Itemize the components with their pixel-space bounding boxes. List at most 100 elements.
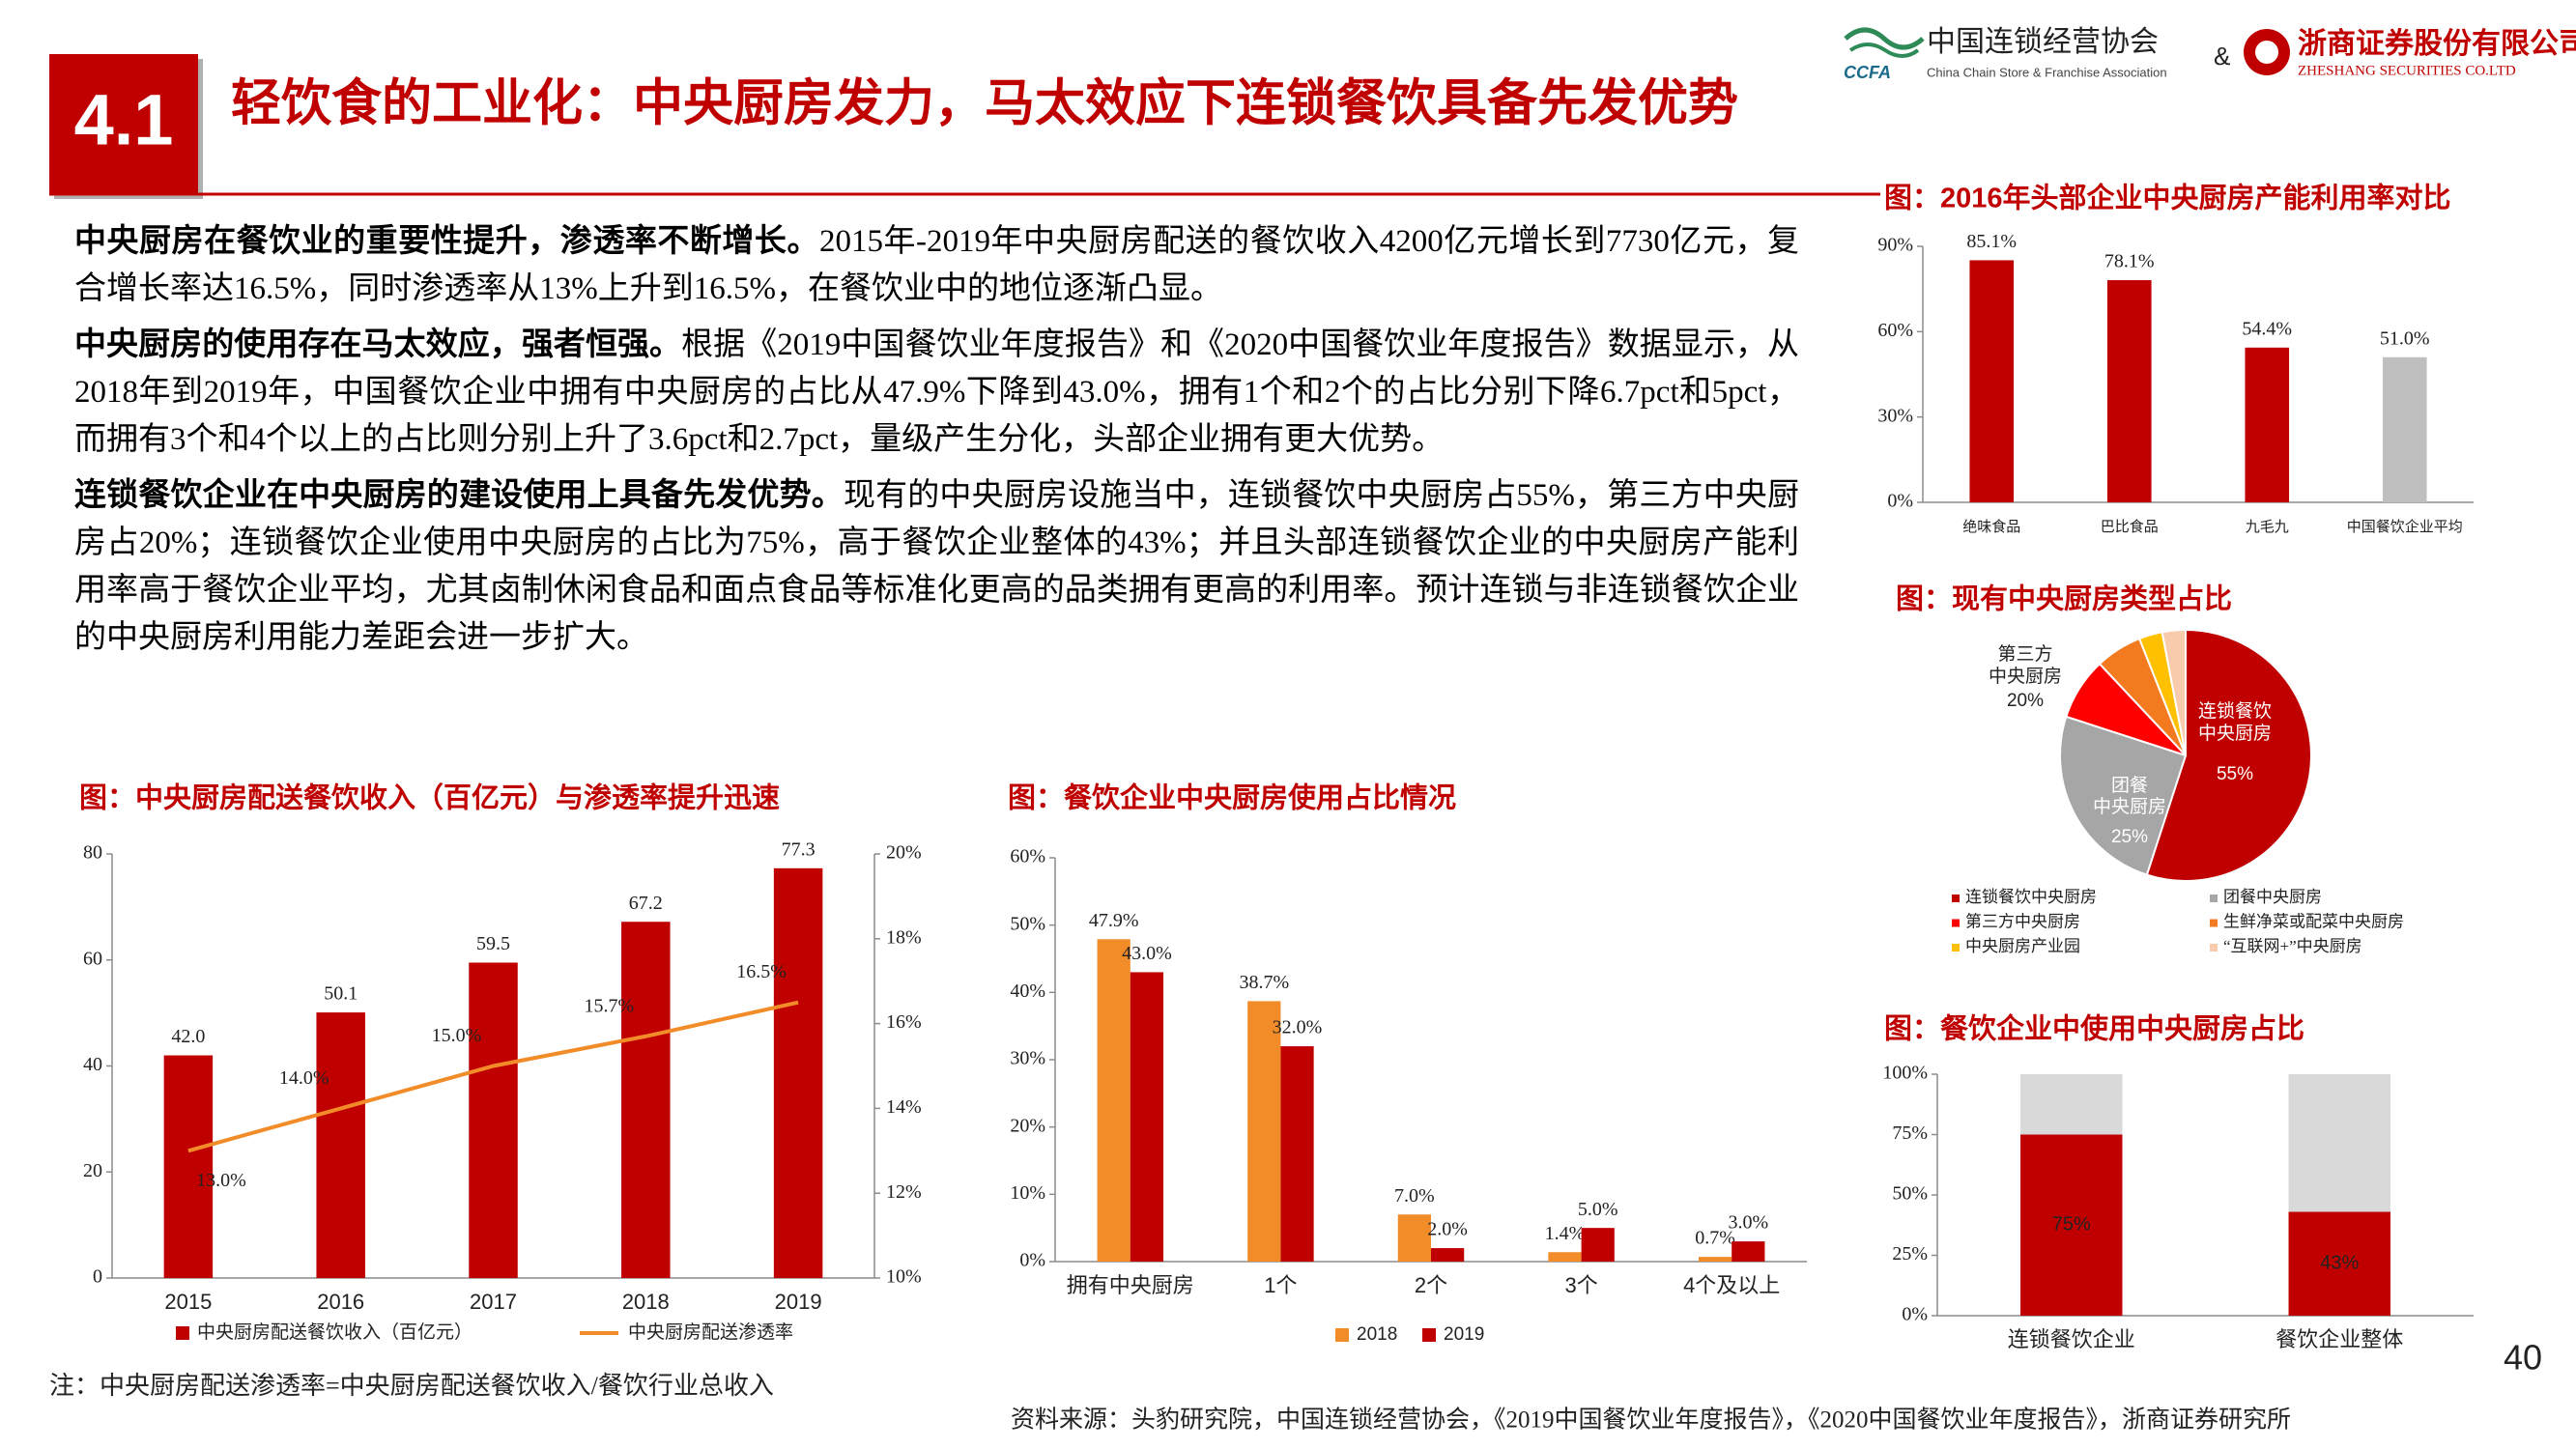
chart-title: 图：中央厨房配送餐饮收入（百亿元）与渗透率提升迅速 — [79, 781, 780, 814]
section-box — [49, 54, 198, 194]
logo-english: China Chain Store & Franchise Associatio… — [1927, 65, 2167, 79]
y-tick-label: 30% — [1877, 405, 1913, 426]
bar — [621, 922, 671, 1278]
bar — [773, 867, 823, 1278]
data-label: 43.0% — [1122, 943, 1172, 964]
pie-annotation: 连锁餐饮 — [2198, 700, 2272, 722]
bar — [2106, 280, 2152, 502]
x-tick-label: 连锁餐饮企业 — [2008, 1327, 2135, 1351]
y-tick-label: 60% — [1877, 320, 1913, 341]
logo-english: ZHESHANG SECURITIES CO.LTD — [2298, 63, 2516, 78]
pie-annotation: 55% — [2217, 764, 2253, 784]
legend-label: 第三方中央厨房 — [1965, 912, 2080, 930]
pie-annotation: 中央厨房 — [2198, 723, 2272, 744]
logo-name: 浙商证券股份有限公司 — [2298, 28, 2576, 60]
paragraph-lead: 连锁餐饮企业在中央厨房的建设使用上具备先发优势。 — [74, 478, 844, 513]
x-tick-label: 4个及以上 — [1683, 1273, 1780, 1297]
data-label: 0.7% — [1695, 1228, 1735, 1249]
data-label: 5.0% — [1578, 1199, 1618, 1220]
data-label: 16.5% — [736, 961, 787, 982]
bar — [1280, 1046, 1314, 1262]
y2-tick-label: 10% — [886, 1266, 922, 1288]
legend-label: 2019 — [1444, 1324, 1484, 1345]
x-tick-label: 餐饮企业整体 — [2275, 1327, 2403, 1351]
y-tick-label: 20% — [1010, 1115, 1045, 1136]
data-label: 75% — [2052, 1214, 2091, 1236]
bar — [2020, 1074, 2123, 1135]
y-tick-label: 80 — [83, 842, 102, 864]
bar — [316, 1012, 365, 1278]
logo-icon — [2255, 41, 2278, 64]
data-label: 50.1 — [324, 983, 358, 1005]
legend-marker — [1422, 1328, 1436, 1342]
data-label: 77.3 — [782, 838, 816, 860]
y-tick-label: 50% — [1892, 1183, 1928, 1205]
bar — [1581, 1228, 1615, 1262]
x-tick-label: 巴比食品 — [2101, 519, 2159, 535]
data-label: 15.7% — [584, 995, 634, 1016]
chart-title: 图：2016年头部企业中央厨房产能利用率对比 — [1884, 182, 2451, 214]
legend-marker — [1952, 944, 1960, 952]
paragraph-lead: 中央厨房在餐饮业的重要性提升，渗透率不断增长。 — [74, 224, 819, 259]
body-text: 中央厨房在餐饮业的重要性提升，渗透率不断增长。2015年-2019年中央厨房配送… — [74, 218, 1799, 670]
source: 资料来源：头豹研究院，中国连锁经营协会，《2019中国餐饮业年度报告》，《202… — [1011, 1406, 2291, 1434]
x-tick-label: 2016 — [317, 1290, 364, 1314]
y-tick-label: 40% — [1010, 980, 1045, 1002]
data-label: 1.4% — [1545, 1223, 1586, 1244]
logo-icon — [1848, 43, 1920, 58]
y-tick-label: 60 — [83, 948, 102, 969]
chart-title: 图：现有中央厨房类型占比 — [1896, 583, 2232, 615]
data-label: 13.0% — [196, 1170, 246, 1191]
paragraph-lead: 中央厨房的使用存在马太效应，强者恒强。 — [74, 327, 682, 362]
section-number: 4.1 — [74, 80, 174, 160]
bar — [1097, 939, 1131, 1262]
legend-marker — [2210, 895, 2218, 902]
x-tick-label: 2015 — [164, 1290, 212, 1314]
bar — [1397, 1214, 1431, 1262]
bar — [1130, 972, 1164, 1262]
y2-tick-label: 18% — [886, 926, 922, 948]
pie-annotation: 25% — [2111, 827, 2148, 847]
y-tick-label: 20 — [83, 1160, 102, 1181]
data-label: 85.1% — [1966, 231, 2017, 252]
bar — [1732, 1241, 1765, 1262]
data-label: 59.5 — [476, 933, 510, 954]
x-tick-label: 中国餐饮企业平均 — [2347, 518, 2463, 535]
legend-marker — [1335, 1328, 1349, 1342]
paragraph: 连锁餐饮企业在中央厨房的建设使用上具备先发优势。现有的中央厨房设施当中，连锁餐饮… — [74, 472, 1799, 662]
bar — [2288, 1074, 2390, 1212]
chart-title: 图：餐饮企业中使用中央厨房占比 — [1884, 1012, 2304, 1045]
pie-annotation: 第三方 — [1997, 643, 2052, 665]
pie-annotation: 团餐 — [2111, 775, 2148, 796]
legend-label: 中央厨房配送餐饮收入（百亿元） — [197, 1321, 472, 1343]
data-label: 38.7% — [1239, 972, 1289, 993]
legend-label: “互联网+”中央厨房 — [2223, 937, 2362, 955]
x-tick-label: 3个 — [1564, 1273, 1597, 1297]
chart-note: 注：中央厨房配送渗透率=中央厨房配送餐饮收入/餐饮行业总收入 — [49, 1372, 774, 1400]
y2-tick-label: 12% — [886, 1181, 922, 1203]
y-tick-label: 75% — [1892, 1122, 1928, 1144]
line — [187, 1000, 799, 1153]
y2-tick-label: 16% — [886, 1011, 922, 1033]
paragraph: 中央厨房在餐饮业的重要性提升，渗透率不断增长。2015年-2019年中央厨房配送… — [74, 218, 1799, 313]
paragraph-text: 2015年-2019年中央厨房配送的餐饮收入4200亿元增长到7730亿元，复合… — [74, 224, 1799, 306]
pie-slice — [2145, 628, 2312, 882]
legend-marker — [1952, 919, 1960, 927]
legend-label: 团餐中央厨房 — [2223, 888, 2322, 906]
legend-marker — [176, 1326, 189, 1340]
data-label: 2.0% — [1427, 1219, 1468, 1240]
page-title: 轻饮食的工业化：中央厨房发力，马太效应下连锁餐饮具备先发优势 — [231, 76, 1738, 132]
x-tick-label: 2019 — [775, 1290, 822, 1314]
y-tick-label: 90% — [1877, 235, 1913, 256]
paragraph-text: 根据《2019中国餐饮业年度报告》和《2020中国餐饮业年度报告》数据显示，从2… — [74, 327, 1800, 457]
x-tick-label: 拥有中央厨房 — [1067, 1273, 1194, 1297]
y-tick-label: 60% — [1010, 846, 1045, 867]
logo-zheshang: 浙商证券股份有限公司 ZHESHANG SECURITIES CO.LTD — [2244, 28, 2576, 78]
y-tick-label: 30% — [1010, 1048, 1045, 1069]
pie-annotation: 20% — [2007, 691, 2044, 711]
y-tick-label: 0% — [1019, 1250, 1045, 1271]
legend-label: 中央厨房配送渗透率 — [628, 1321, 793, 1343]
data-label: 51.0% — [2380, 327, 2430, 349]
data-label: 14.0% — [279, 1067, 329, 1089]
data-label: 43% — [2320, 1253, 2359, 1274]
